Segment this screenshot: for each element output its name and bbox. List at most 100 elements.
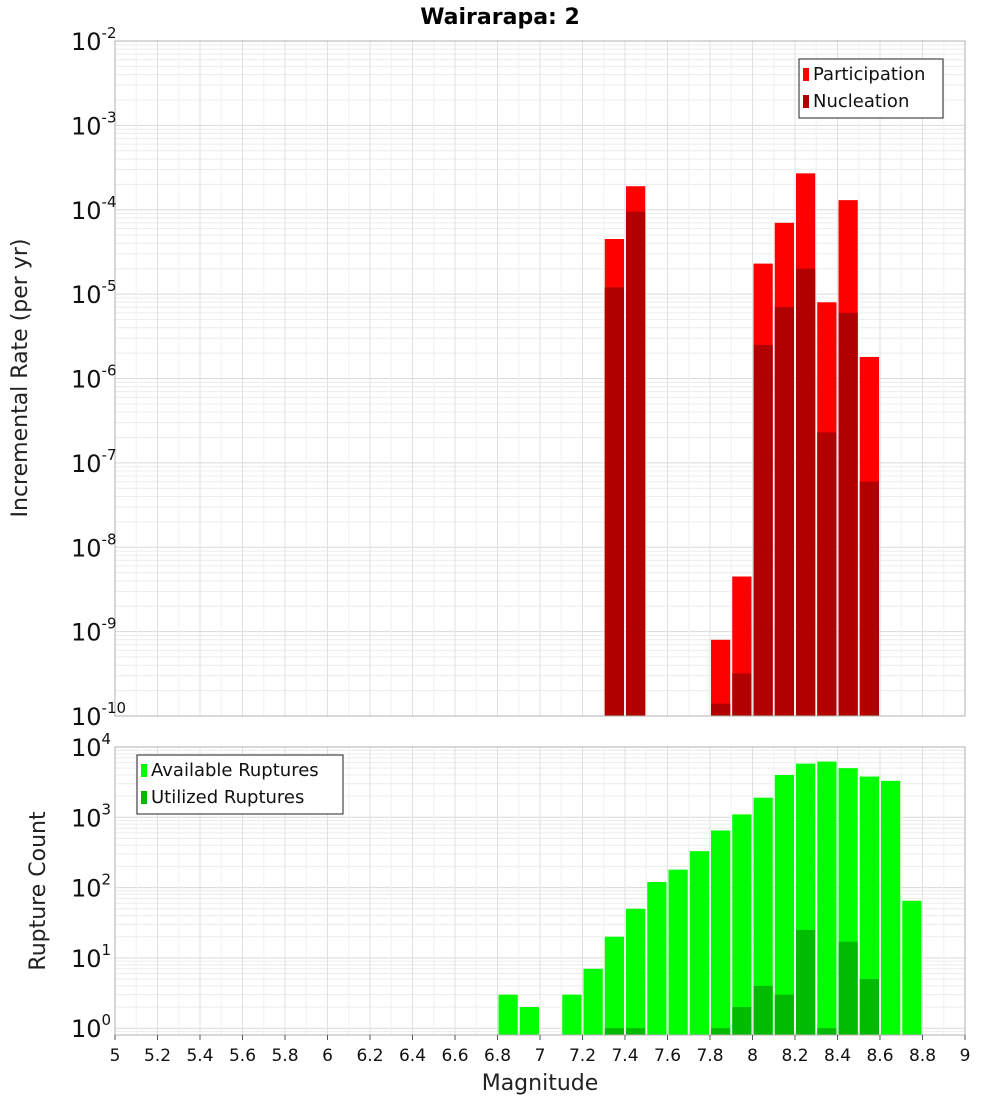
- bar: [626, 211, 646, 716]
- bar: [817, 761, 837, 1035]
- x-tick-label: 5.6: [229, 1046, 256, 1066]
- bar: [626, 908, 646, 1035]
- bar: [859, 979, 879, 1035]
- bar: [817, 1028, 837, 1035]
- bar: [796, 268, 816, 716]
- x-tick-label: 6.2: [356, 1046, 383, 1066]
- bar: [604, 287, 624, 716]
- legend-swatch: [141, 764, 147, 777]
- y-tick-label: 10-3: [71, 108, 117, 140]
- y-tick-label: 102: [71, 871, 111, 903]
- x-tick-label: 5.8: [271, 1046, 298, 1066]
- legend-swatch: [141, 791, 147, 804]
- bar: [711, 639, 731, 716]
- bar: [774, 994, 794, 1035]
- bar: [753, 344, 773, 716]
- x-tick-label: 7.4: [611, 1046, 638, 1066]
- x-tick-label: 8.8: [909, 1046, 936, 1066]
- bar: [562, 994, 582, 1035]
- y-tick-label: 101: [71, 941, 111, 973]
- y-tick-label: 10-6: [71, 362, 117, 394]
- bar: [604, 1028, 624, 1035]
- legend-label: Utilized Ruptures: [151, 787, 304, 808]
- chart-title: Wairarapa: 2: [420, 5, 580, 30]
- x-tick-label: 6.6: [441, 1046, 468, 1066]
- x-tick-label: 5.4: [186, 1046, 213, 1066]
- x-tick-label: 6.8: [484, 1046, 511, 1066]
- bar: [519, 1007, 539, 1035]
- y-tick-label: 10-9: [71, 615, 117, 647]
- y-tick-label: 10-2: [71, 24, 117, 56]
- legend-swatch: [803, 68, 809, 81]
- legend-swatch: [803, 95, 809, 108]
- legend-label: Available Ruptures: [151, 760, 319, 781]
- x-tick-label: 6.4: [399, 1046, 426, 1066]
- bar: [711, 1028, 731, 1035]
- bar: [668, 869, 688, 1035]
- legend: Participation Nucleation: [798, 58, 944, 119]
- bar: [732, 814, 752, 1035]
- y-tick-labels: 10-10 10-9 10-8 10-7 10-6 10-5 10-4 10-3 10-2: [71, 24, 126, 731]
- y-tick-label: 10-10: [71, 699, 126, 731]
- x-tick-label: 8: [747, 1046, 758, 1066]
- bar: [838, 312, 858, 716]
- bar: [498, 994, 518, 1035]
- bottom-panel: 100 101 102 103 104 5 5.2 5.4 5.6 5.8 6 6.2 6.4 6.6 6.…: [71, 730, 970, 1066]
- legend-box: [136, 754, 344, 815]
- bar: [881, 780, 901, 1035]
- bar: [732, 673, 752, 716]
- grid-lines: [114, 41, 966, 717]
- x-tick-label: 9: [960, 1046, 971, 1066]
- x-tick-label: 8.4: [824, 1046, 851, 1066]
- bar: [711, 703, 731, 716]
- x-tick-label: 6: [322, 1046, 333, 1066]
- top-y-axis-label: Incremental Rate (per yr): [8, 239, 33, 518]
- x-tick-label: 8.2: [781, 1046, 808, 1066]
- bar: [583, 968, 603, 1035]
- bar: [604, 936, 624, 1035]
- bar: [774, 774, 794, 1035]
- x-tick-labels: 5 5.2 5.4 5.6 5.8 6 6.2 6.4 6.6 6.8 7 7.2 7.4 7.6 7.8 8…: [110, 1035, 971, 1066]
- bar: [753, 985, 773, 1035]
- x-axis-label: Magnitude: [482, 1071, 599, 1096]
- x-tick-label: 7.2: [569, 1046, 596, 1066]
- y-tick-label: 10-4: [71, 193, 117, 225]
- y-tick-label: 103: [71, 800, 111, 832]
- bar: [859, 776, 879, 1035]
- bottom-y-axis-label: Rupture Count: [26, 811, 51, 971]
- y-tick-label: 10-5: [71, 277, 117, 309]
- bar: [838, 941, 858, 1035]
- bar: [689, 851, 709, 1035]
- x-tick-label: 7.6: [654, 1046, 681, 1066]
- x-tick-label: 8.6: [866, 1046, 893, 1066]
- y-tick-label: 100: [71, 1011, 111, 1043]
- legend-label: Participation: [813, 64, 925, 85]
- legend-box: [798, 58, 944, 119]
- x-tick-label: 7.8: [696, 1046, 723, 1066]
- bar: [626, 1028, 646, 1035]
- top-panel: 10-10 10-9 10-8 10-7 10-6 10-5 10-4 10-3 10-2 Par…: [71, 24, 966, 731]
- bar: [796, 929, 816, 1035]
- bar: [859, 481, 879, 716]
- bar: [774, 307, 794, 716]
- x-tick-label: 5: [110, 1046, 121, 1066]
- plot-frame: [114, 40, 966, 717]
- series-utilized-ruptures: [604, 929, 879, 1035]
- bar: [817, 432, 837, 716]
- x-tick-label: 7: [535, 1046, 546, 1066]
- bar: [902, 900, 922, 1035]
- legend: Available Ruptures Utilized Ruptures: [136, 754, 344, 815]
- bar: [732, 1007, 752, 1035]
- y-tick-labels: 100 101 102 103 104: [71, 730, 111, 1043]
- series-nucleation: [604, 211, 879, 716]
- bar: [711, 830, 731, 1035]
- legend-label: Nucleation: [813, 91, 909, 112]
- y-tick-label: 10-7: [71, 446, 117, 478]
- y-tick-label: 104: [71, 730, 111, 762]
- bar: [753, 797, 773, 1035]
- x-tick-label: 5.2: [144, 1046, 171, 1066]
- bar: [647, 882, 667, 1035]
- y-tick-label: 10-8: [71, 530, 117, 562]
